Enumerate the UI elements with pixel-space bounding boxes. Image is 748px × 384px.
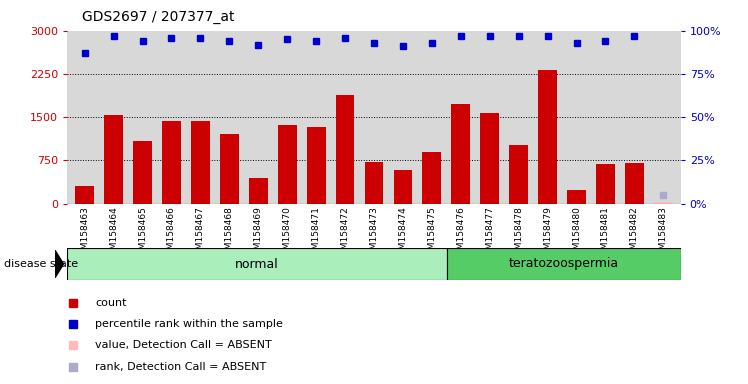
Bar	[567, 190, 586, 204]
Bar	[76, 186, 94, 204]
Bar	[191, 121, 209, 204]
Text: GDS2697 / 207377_at: GDS2697 / 207377_at	[82, 10, 235, 23]
Bar	[447, 248, 681, 280]
Bar	[278, 125, 297, 204]
Text: rank, Detection Call = ABSENT: rank, Detection Call = ABSENT	[95, 362, 266, 372]
Bar	[625, 163, 644, 204]
Bar	[307, 127, 325, 204]
Bar	[480, 113, 499, 204]
Text: normal: normal	[236, 258, 279, 270]
Bar	[220, 134, 239, 204]
Text: count: count	[95, 298, 126, 308]
Bar	[539, 70, 557, 204]
Bar	[133, 141, 152, 204]
Polygon shape	[55, 250, 64, 278]
Bar	[423, 152, 441, 204]
Bar	[364, 162, 384, 204]
Bar	[67, 248, 447, 280]
Text: percentile rank within the sample: percentile rank within the sample	[95, 319, 283, 329]
Text: teratozoospermia: teratozoospermia	[509, 258, 619, 270]
Bar	[451, 104, 470, 204]
Bar	[249, 178, 268, 204]
Bar	[162, 121, 181, 204]
Bar	[509, 145, 528, 204]
Bar	[336, 95, 355, 204]
Bar	[104, 115, 123, 204]
Bar	[654, 202, 672, 204]
Text: disease state: disease state	[4, 259, 78, 269]
Text: value, Detection Call = ABSENT: value, Detection Call = ABSENT	[95, 341, 272, 351]
Bar	[393, 170, 412, 204]
Bar	[596, 164, 615, 204]
